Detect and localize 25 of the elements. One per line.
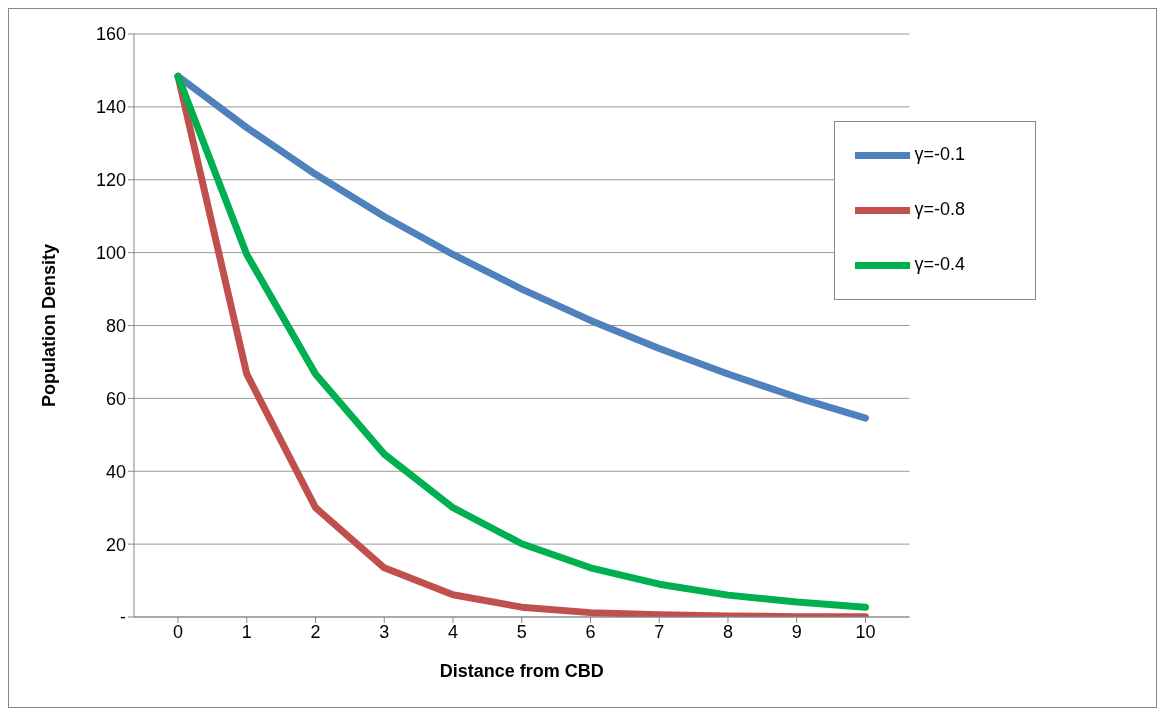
x-axis-title: Distance from CBD: [439, 661, 604, 681]
y-tick-label: 120: [95, 170, 126, 191]
y-tick-label: 140: [95, 97, 126, 118]
x-tick-label: 2: [310, 621, 321, 642]
x-tick-label: 5: [516, 621, 527, 642]
y-tick-label: -: [120, 607, 126, 628]
x-tick-label: 3: [379, 621, 390, 642]
y-tick-label: 20: [105, 534, 126, 555]
y-tick-label: 160: [95, 24, 126, 45]
y-tick-label: 100: [95, 243, 126, 264]
y-axis-title: Population Density: [39, 243, 60, 408]
y-tick-label: 80: [105, 315, 126, 336]
x-tick-label: 6: [585, 621, 596, 642]
x-tick-label: 7: [654, 621, 665, 642]
y-tick-label: 60: [105, 388, 126, 409]
legend-label: γ=-0.8: [914, 199, 965, 220]
legend-label: γ=-0.1: [914, 144, 965, 165]
x-tick-label: 8: [722, 621, 733, 642]
x-tick-label: 1: [241, 621, 252, 642]
x-tick-label: 0: [172, 621, 184, 642]
y-tick-label: 40: [105, 461, 126, 482]
x-tick-label: 4: [447, 621, 458, 642]
x-tick-label: 10: [855, 621, 876, 642]
x-tick-label: 9: [791, 621, 802, 642]
legend-label: γ=-0.4: [914, 254, 965, 275]
